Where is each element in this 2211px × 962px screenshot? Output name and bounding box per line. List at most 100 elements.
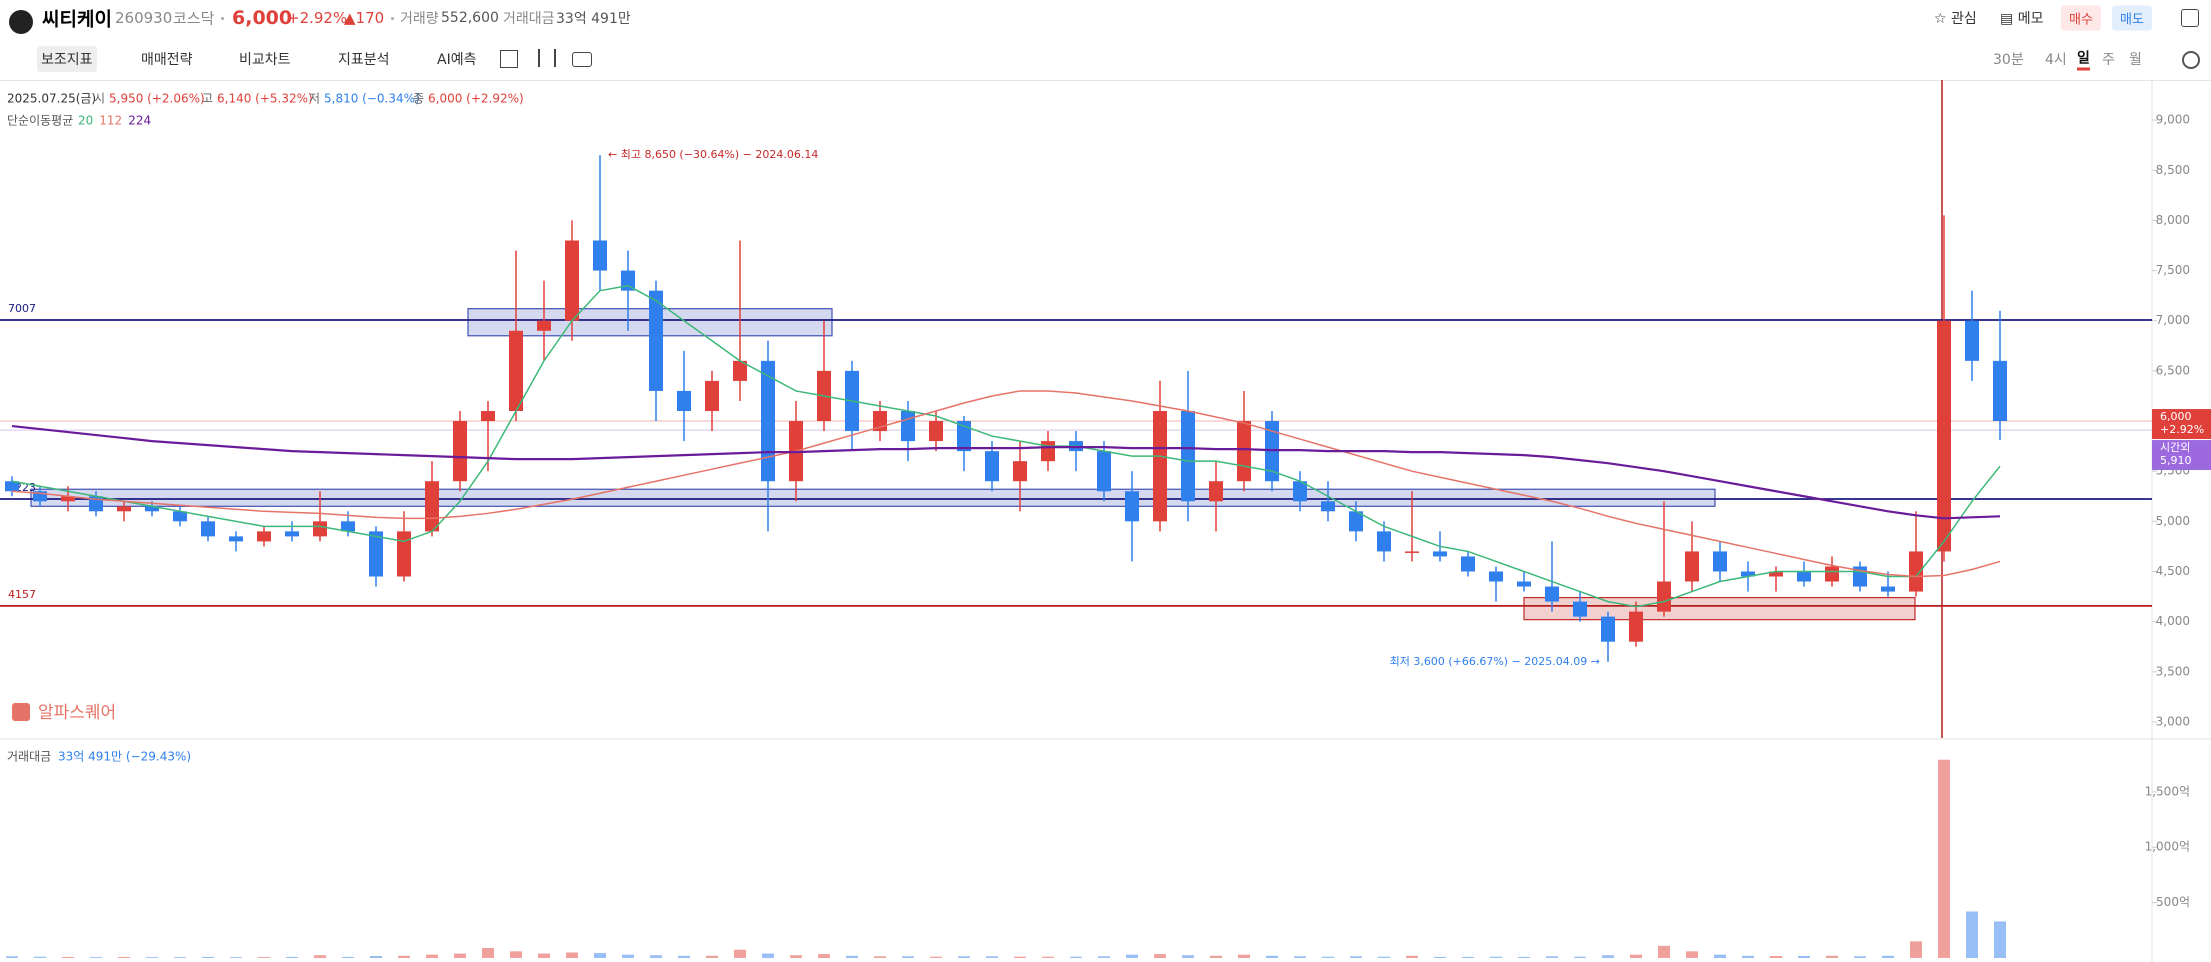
min-label: 최저 3,600 (+66.67%) − 2025.04.09 → <box>1390 655 1600 668</box>
candle-body <box>341 521 355 532</box>
volume-bar <box>1518 956 1530 958</box>
candle-body <box>1181 411 1195 502</box>
settings-button[interactable] <box>2182 51 2200 69</box>
candle-body <box>1377 531 1391 552</box>
candle-body <box>705 380 719 412</box>
period-button[interactable]: 일 <box>2077 48 2090 71</box>
candle-body <box>901 411 915 442</box>
volume-bar <box>1546 956 1558 958</box>
period-button[interactable]: 주 <box>2102 52 2115 68</box>
ma-line <box>11 390 2001 578</box>
logo <box>9 10 33 34</box>
volume-bar <box>1994 921 2006 958</box>
y-tick-label: 8,000 <box>2156 213 2190 227</box>
box-tool[interactable] <box>500 50 518 68</box>
tool-button[interactable]: 지표분석 <box>338 52 390 68</box>
candle-body <box>1321 501 1335 512</box>
watch-label: 관심 <box>1951 11 1977 27</box>
camera-tool[interactable] <box>572 52 592 67</box>
price-tag-value: 6,000 <box>2160 410 2192 423</box>
volume-bar <box>398 955 410 958</box>
candle-body <box>929 421 943 442</box>
tool-button[interactable]: 매매전략 <box>141 52 193 68</box>
info-value: 5,810 (−0.34%) <box>324 92 420 106</box>
y-tick-label: 6,500 <box>2156 363 2190 377</box>
candle-body <box>453 421 467 482</box>
volume-bar <box>566 952 578 958</box>
volume-bar <box>790 955 802 958</box>
tool-button[interactable]: 보조지표 <box>37 46 97 72</box>
stock-name: 씨티케이 <box>42 8 112 31</box>
candle-body <box>173 511 187 522</box>
ma-legend: 112 <box>99 114 122 128</box>
chart: 2025.07.25(금) 단순이동평균 알파스퀘어 거래대금 33억 491만… <box>0 80 2211 962</box>
candle-body <box>1237 421 1251 482</box>
candle-body <box>1125 491 1139 522</box>
candle-body <box>1489 571 1503 582</box>
memo-button[interactable]: ▤ 메모 <box>2000 11 2044 27</box>
volume-bar <box>1770 956 1782 958</box>
volume-bar <box>1294 956 1306 958</box>
candle-body <box>1657 581 1671 612</box>
tool-button[interactable]: 비교차트 <box>239 52 291 68</box>
candle-body <box>1685 551 1699 582</box>
max-label: ← 최고 8,650 (−30.64%) − 2024.06.14 <box>608 148 818 161</box>
date: 2025.07.25(금) <box>7 92 96 106</box>
volume-bar <box>1014 956 1026 958</box>
candle-body <box>1713 551 1727 572</box>
volume-bar <box>1602 955 1614 958</box>
volume-bar <box>1266 955 1278 958</box>
volume-bar <box>986 956 998 958</box>
candle-body <box>1601 616 1615 642</box>
volume-tick-label: 500억 <box>2156 895 2190 909</box>
price: 6,000 <box>232 7 293 29</box>
buy-button[interactable]: 매수 <box>2061 5 2101 31</box>
watch-button[interactable]: ☆ 관심 <box>1934 11 1977 27</box>
candle-body <box>509 330 523 412</box>
volume: 552,600 <box>441 10 499 26</box>
candle-body <box>677 390 691 412</box>
volume-summary: 33억 491만 (−29.43%) <box>58 750 191 764</box>
candle-body <box>33 491 47 502</box>
volume-bar <box>1938 759 1950 958</box>
value-label: 거래대금 <box>503 11 555 27</box>
candle-tool[interactable] <box>538 49 556 67</box>
candle-body <box>61 496 75 502</box>
tool-button[interactable]: AI예측 <box>437 52 477 68</box>
candle-body <box>985 451 999 482</box>
period-button[interactable]: 월 <box>2129 52 2142 68</box>
zone <box>1523 596 1916 621</box>
volume-bar <box>1406 955 1418 958</box>
after-hours-value: 5,910 <box>2160 454 2192 467</box>
volume-bar <box>1658 945 1670 958</box>
candle-body <box>257 531 271 542</box>
candle-body <box>733 360 747 381</box>
zone <box>30 488 1716 507</box>
period-button[interactable]: 4시 <box>2045 52 2067 68</box>
header: 씨티케이 260930 코스닥 6,000 +2.92% ▲170 거래량 55… <box>0 0 2211 81</box>
period-button[interactable]: 30분 <box>1993 52 2024 68</box>
candle-body <box>1433 551 1447 557</box>
volume-bar <box>930 956 942 958</box>
panel-button[interactable] <box>2181 9 2199 27</box>
volume-bar <box>1098 956 1110 958</box>
volume-bar <box>510 951 522 958</box>
memo-label: 메모 <box>2017 11 2044 27</box>
volume-bar <box>1322 956 1334 958</box>
info-value: 5,950 (+2.06%) <box>109 92 205 106</box>
price-tag-change: +2.92% <box>2160 423 2204 436</box>
candle-body <box>1293 481 1307 502</box>
volume-bar <box>62 956 74 958</box>
candle-body <box>1013 461 1027 482</box>
candle-body <box>369 531 383 577</box>
candle-body <box>1965 320 1979 361</box>
volume-bar <box>1686 951 1698 958</box>
volume-bar <box>34 956 46 958</box>
volume-bar <box>146 957 158 958</box>
watermark-icon <box>12 703 30 721</box>
candle-body <box>481 411 495 422</box>
volume-bar <box>230 957 242 958</box>
sell-button[interactable]: 매도 <box>2112 5 2152 31</box>
volume-bar <box>6 956 18 958</box>
volume-bar <box>1042 956 1054 958</box>
